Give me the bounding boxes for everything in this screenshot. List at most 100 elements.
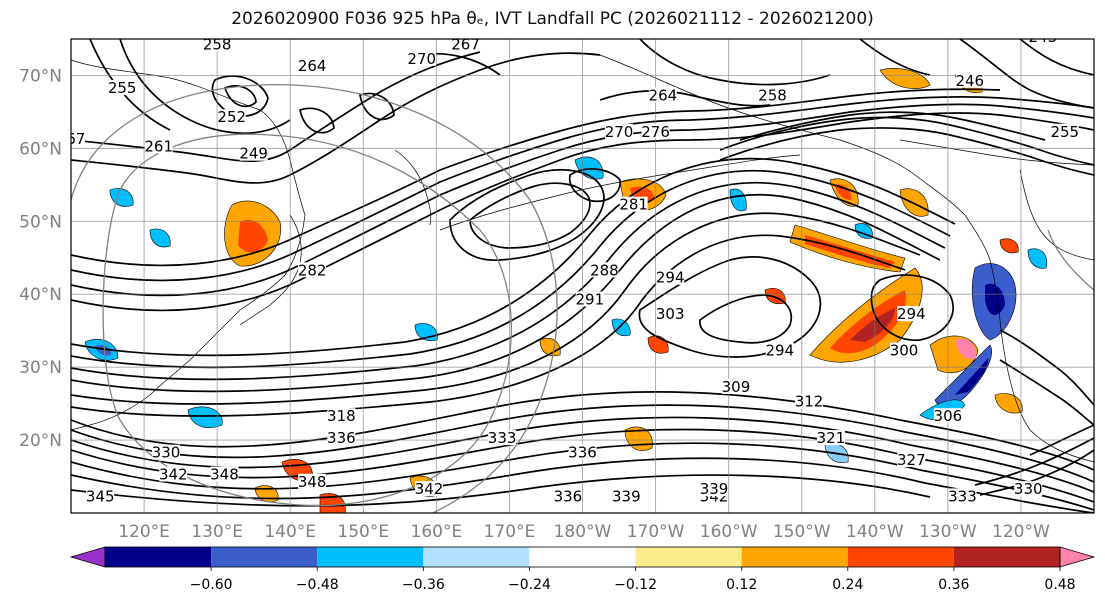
contour-label-bg xyxy=(656,306,685,322)
contour-label: 345 xyxy=(86,487,115,505)
colorbar-tick-label: −0.36 xyxy=(402,577,445,593)
lat-label: 60°N xyxy=(19,139,62,159)
contour-label-bg xyxy=(488,430,517,446)
contour-label: 258 xyxy=(758,86,787,104)
contour-label: 339 xyxy=(612,487,641,505)
lat-label: 30°N xyxy=(19,358,62,378)
pos-arctic xyxy=(879,68,931,89)
contour-line xyxy=(71,474,931,507)
contour-label: 246 xyxy=(955,72,984,90)
contour-label-bg xyxy=(605,123,634,139)
contour-label-bg xyxy=(933,408,962,424)
contour-line xyxy=(870,274,954,341)
lon-label: 130°W xyxy=(919,522,977,542)
colorbar-tick-label: −0.48 xyxy=(296,577,339,593)
colorbar-segment xyxy=(211,547,318,567)
colorbar-frame xyxy=(104,546,1061,568)
contour-line xyxy=(568,168,621,203)
colorbar-extend-high xyxy=(1059,546,1096,568)
contour-label: 261 xyxy=(144,137,173,155)
colorbar-tick-label: 0.48 xyxy=(1044,577,1075,593)
contour-label: 264 xyxy=(298,57,327,75)
neg-band-coast-deep xyxy=(955,358,989,395)
domain-circles xyxy=(71,84,1094,513)
contour-line xyxy=(71,404,1094,483)
contour-label-bg xyxy=(239,145,268,161)
contour-label-bg xyxy=(816,430,845,446)
contour-labels: 255 267 261 249 252 258 264 270 267 282 281 288 294 2… xyxy=(57,28,1079,505)
neg-deep-coast xyxy=(985,283,1005,316)
pos-tropics5 xyxy=(319,493,346,513)
contour-label-bg xyxy=(203,39,232,52)
contour-label-bg xyxy=(144,138,173,154)
contour-label: 327 xyxy=(897,451,926,469)
contour-label-bg xyxy=(955,72,984,88)
contour-label-bg xyxy=(897,306,926,322)
contour-line xyxy=(298,107,335,134)
contour-label-bg xyxy=(890,342,919,358)
contour-label-bg xyxy=(1028,39,1057,44)
contour-label-bg xyxy=(298,58,327,74)
contour-label: 348 xyxy=(210,466,239,484)
contour-label-bg xyxy=(765,342,794,358)
neg-npac2 xyxy=(729,188,747,212)
contour-label: 288 xyxy=(590,261,619,279)
contour-label: 291 xyxy=(575,291,604,309)
contour-label-bg xyxy=(217,109,246,125)
contour-label: 255 xyxy=(1050,123,1079,141)
contour-label-bg xyxy=(568,444,597,460)
contour-label-bg xyxy=(1050,123,1079,139)
colorbar-tick-label: 0.24 xyxy=(832,577,863,593)
contour-label: 309 xyxy=(722,378,751,396)
contour-label-bg xyxy=(590,262,619,278)
contour-label-bg xyxy=(758,87,787,103)
lon-label: 180°W xyxy=(554,522,612,542)
coast-alaska xyxy=(599,54,966,216)
contour-label: 243 xyxy=(1029,28,1058,46)
contour-label: 303 xyxy=(656,305,685,323)
lat-label: 40°N xyxy=(19,285,62,305)
contour-label-bg xyxy=(1014,481,1043,497)
contour-label-bg xyxy=(298,473,327,489)
colorbar-tick-label: −0.60 xyxy=(190,577,233,593)
contour-label: 267 xyxy=(57,130,86,148)
colorbar-tick-label: −0.24 xyxy=(508,577,551,593)
contour-label-bg xyxy=(407,50,436,66)
contour-line xyxy=(71,442,1094,511)
contour-label: 252 xyxy=(217,108,246,126)
coast-kamchatka xyxy=(394,149,432,226)
contour-line xyxy=(979,449,1094,496)
contour-label: 270 xyxy=(407,50,436,68)
contour-label: 336 xyxy=(568,444,597,462)
figure-title: 2026020900 F036 925 hPa θₑ, IVT Landfall… xyxy=(231,9,874,29)
contour-label: 336 xyxy=(554,487,583,505)
contour-line xyxy=(71,234,906,417)
contour-line xyxy=(71,457,1094,513)
contour-label-bg xyxy=(71,131,85,147)
contour-label-bg xyxy=(612,488,641,504)
coast-japan xyxy=(239,214,302,326)
contour-label: 330 xyxy=(152,444,181,462)
lon-label: 170°E xyxy=(484,522,536,542)
contour-label-bg xyxy=(327,408,356,424)
contour-label-bg xyxy=(897,451,926,467)
contour-line xyxy=(71,169,951,369)
colorbar-extend-low xyxy=(69,546,106,568)
lon-label: 120°E xyxy=(118,522,170,542)
contour-label: 300 xyxy=(890,342,919,360)
colorbar-segment xyxy=(529,547,636,567)
colorbar-segment xyxy=(635,547,742,567)
contour-label: 312 xyxy=(795,393,824,411)
contour-line xyxy=(699,294,793,344)
lon-label: 130°E xyxy=(191,522,243,542)
contour-line xyxy=(211,75,269,117)
colorbar: −0.60 −0.48 −0.36 −0.24 −0.12 0.12 0.24 0.36 0.4… xyxy=(69,546,1096,593)
contour-label: 258 xyxy=(203,35,232,53)
map-content: 255 267 261 249 252 258 264 270 267 282 281 288 294 2… xyxy=(57,28,1094,513)
lon-label: 140°E xyxy=(264,522,316,542)
neg-west3 xyxy=(149,228,171,248)
contour-label: 342 xyxy=(159,466,188,484)
contour-label-bg xyxy=(721,379,750,395)
contour-label-bg xyxy=(151,444,180,460)
contour-label: 336 xyxy=(327,429,356,447)
